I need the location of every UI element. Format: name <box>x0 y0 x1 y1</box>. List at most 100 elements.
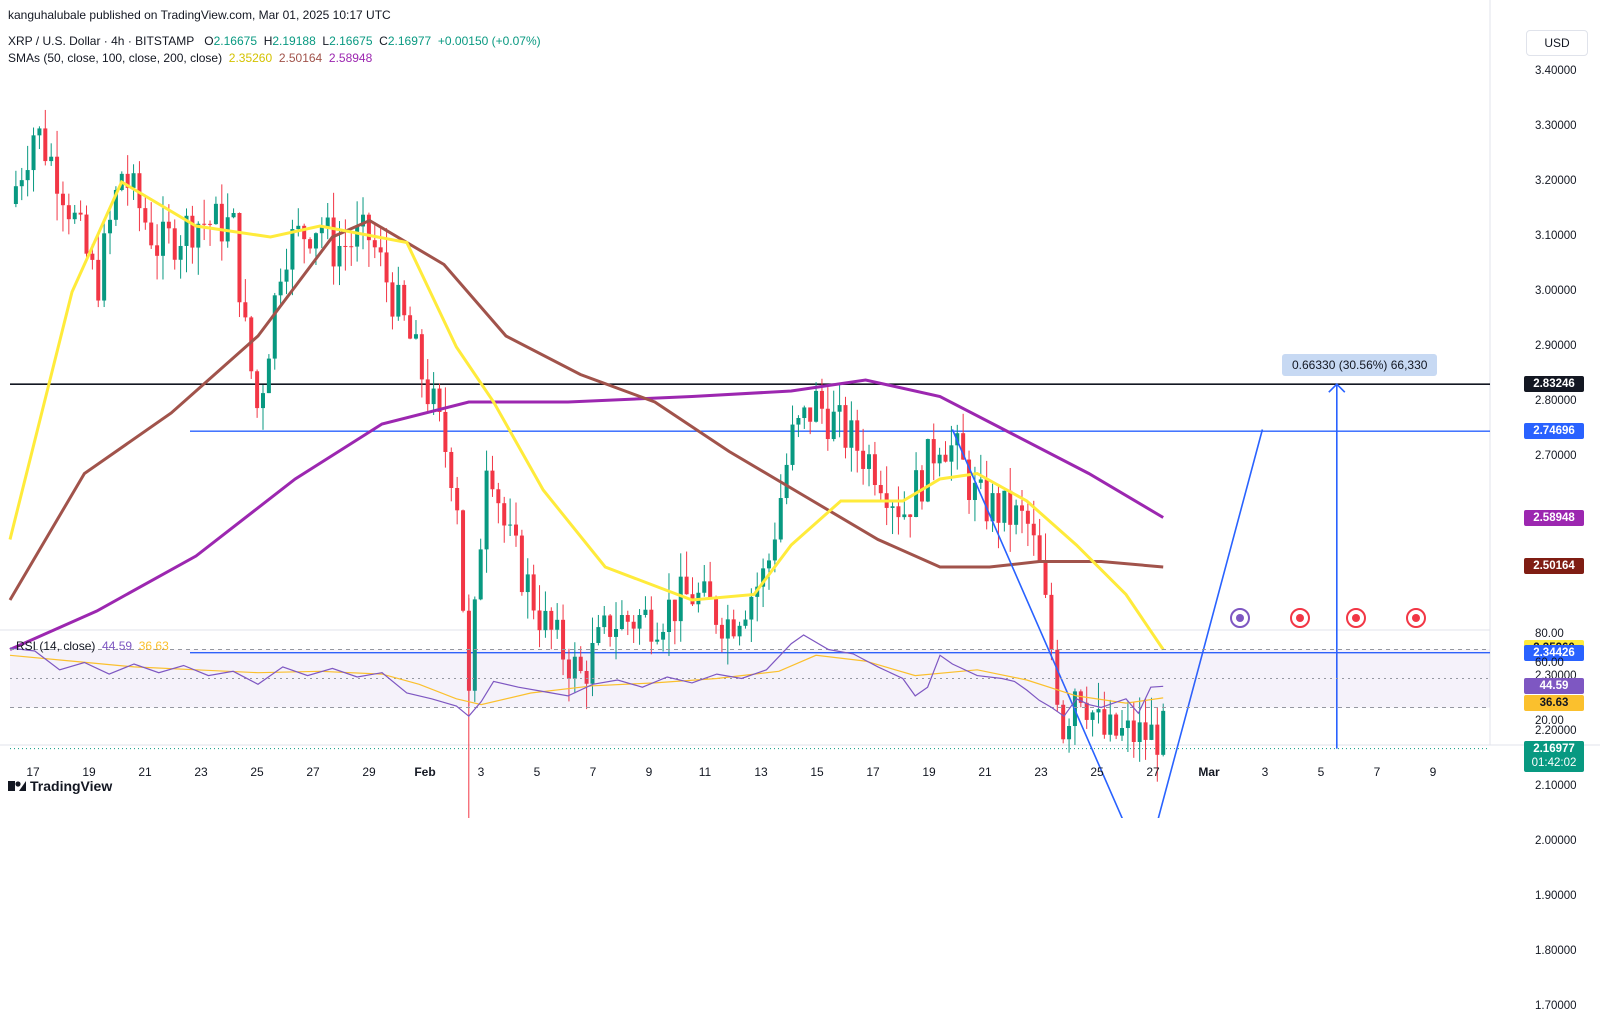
symbol-name[interactable]: XRP / U.S. Dollar · 4h · BITSTAMP <box>8 34 195 48</box>
time-tick: Mar <box>1198 765 1220 779</box>
candle-body <box>1090 712 1095 720</box>
price-tick: 3.10000 <box>1535 230 1577 242</box>
last-price-badge: 2.16977 01:42:02 <box>1524 740 1584 772</box>
currency-button[interactable]: USD <box>1526 30 1588 56</box>
price-tick: 1.70000 <box>1535 1000 1577 1012</box>
candle-body <box>702 581 707 593</box>
candle-body <box>649 609 654 642</box>
candle-body <box>149 222 154 246</box>
measure-label[interactable]: 0.66330 (30.56%) 66,330 <box>1282 354 1438 377</box>
candle-body <box>313 233 318 249</box>
candle-body <box>1067 726 1072 740</box>
candle-body <box>578 656 583 671</box>
upper-level-price-badge: 2.74696 <box>1524 423 1584 440</box>
time-tick: 27 <box>1146 765 1160 779</box>
published-line: kanguhalubale published on TradingView.c… <box>8 8 391 22</box>
candle-body <box>831 411 836 440</box>
candle-body <box>661 631 666 640</box>
rsi-legend[interactable]: RSI (14, close) 44.59 36.63 <box>16 639 169 653</box>
low-value: 2.16675 <box>329 34 373 48</box>
candle-body <box>361 214 366 227</box>
time-tick: 9 <box>645 765 653 779</box>
candle-body <box>1008 490 1013 525</box>
candle-body <box>555 619 560 630</box>
candle-body <box>1031 523 1036 536</box>
candle-body <box>890 506 895 508</box>
price-chart[interactable] <box>0 0 1600 818</box>
candle-body <box>243 302 248 318</box>
candle-body <box>1014 505 1019 525</box>
time-tick: 25 <box>1090 765 1104 779</box>
candle-body <box>378 247 383 253</box>
close-label: C <box>379 34 388 48</box>
candle-body <box>502 503 507 526</box>
candle-body <box>1043 560 1048 595</box>
time-tick: Feb <box>414 765 436 779</box>
candle-body <box>614 628 619 637</box>
candle-body <box>572 656 577 679</box>
candle-body <box>749 596 754 620</box>
candle-body <box>78 212 83 215</box>
candle-body <box>408 315 413 339</box>
candle-body <box>219 203 224 242</box>
candle-body <box>349 246 354 248</box>
candle-body <box>13 186 18 204</box>
price-tick: 2.20000 <box>1535 725 1577 737</box>
tradingview-brand[interactable]: TradingView <box>8 778 112 794</box>
candle-body <box>337 245 342 267</box>
lower-level-price-badge: 2.34426 <box>1524 644 1584 661</box>
candle-body <box>355 226 360 247</box>
candle-body <box>172 228 177 260</box>
candle-body <box>549 610 554 630</box>
sma-legend[interactable]: SMAs (50, close, 100, close, 200, close)… <box>8 51 372 65</box>
candle-body <box>808 407 813 422</box>
candle-body <box>190 215 195 248</box>
candle-body <box>284 269 289 282</box>
candle-body <box>1096 709 1101 713</box>
candle-body <box>525 574 530 593</box>
resistance-price-badge: 2.83246 <box>1524 376 1584 393</box>
candle-body <box>990 493 995 522</box>
candle-body <box>113 189 118 220</box>
time-tick: 17 <box>866 765 880 779</box>
us-flag-event-icon-dot <box>1296 614 1304 622</box>
candle-body <box>584 670 589 684</box>
candle-body <box>155 245 160 256</box>
candle-body <box>455 487 460 511</box>
open-value: 2.16675 <box>213 34 258 48</box>
candle-body <box>719 624 724 639</box>
sma50-line <box>8 179 1165 651</box>
candle-body <box>37 128 42 136</box>
candle-body <box>678 576 683 622</box>
candle-body <box>996 493 1001 523</box>
price-tick: 2.70000 <box>1535 450 1577 462</box>
candle-body <box>596 627 601 643</box>
candle-body <box>202 223 207 225</box>
candle-body <box>196 223 201 248</box>
candle-body <box>331 217 336 267</box>
candle-body <box>1161 710 1166 755</box>
candle-body <box>396 284 401 317</box>
time-tick: 21 <box>978 765 992 779</box>
candle-body <box>308 239 313 249</box>
candle-body <box>796 418 801 425</box>
candle-body <box>778 498 783 540</box>
candle-body <box>166 221 171 229</box>
sma50-value: 2.35260 <box>228 51 273 65</box>
candle-body <box>125 173 130 188</box>
candle-body <box>366 214 371 241</box>
time-tick: 19 <box>82 765 96 779</box>
time-tick: 21 <box>138 765 152 779</box>
candle-body <box>302 225 307 240</box>
change-value: +0.00150 (+0.07%) <box>437 34 541 48</box>
candle-body <box>178 245 183 260</box>
candle-body <box>31 135 36 171</box>
candle-body <box>96 259 101 301</box>
candle-body <box>566 659 571 679</box>
candle-body <box>531 574 536 611</box>
candle-body <box>908 514 913 517</box>
candle-body <box>25 170 30 181</box>
sma200-line <box>9 378 1164 651</box>
candle-body <box>490 470 495 490</box>
us-flag-event-icon-dot <box>1412 614 1420 622</box>
